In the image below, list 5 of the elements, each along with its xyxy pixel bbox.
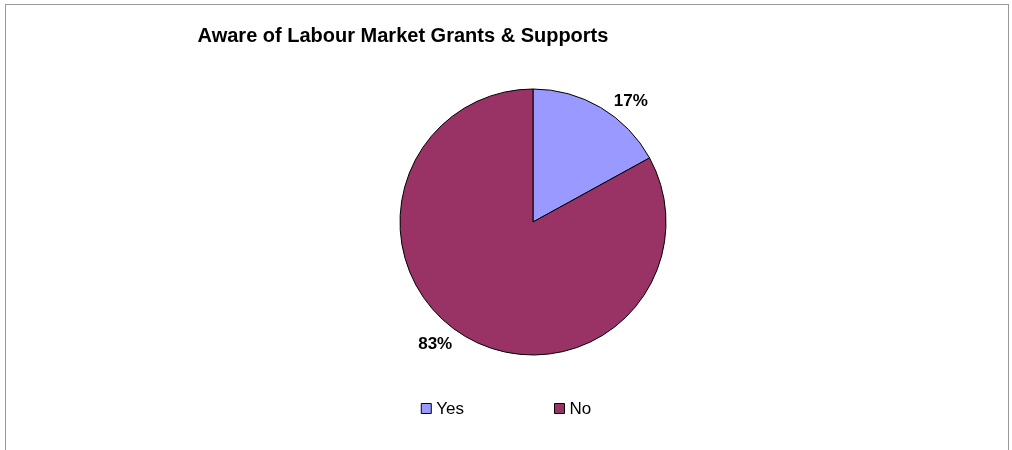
legend-label: No (569, 399, 592, 418)
data-label: 17% (613, 91, 648, 111)
chart-title: Aware of Labour Market Grants & Supports (197, 24, 609, 46)
data-label: 83% (418, 333, 453, 353)
legend-label: Yes (436, 399, 464, 418)
